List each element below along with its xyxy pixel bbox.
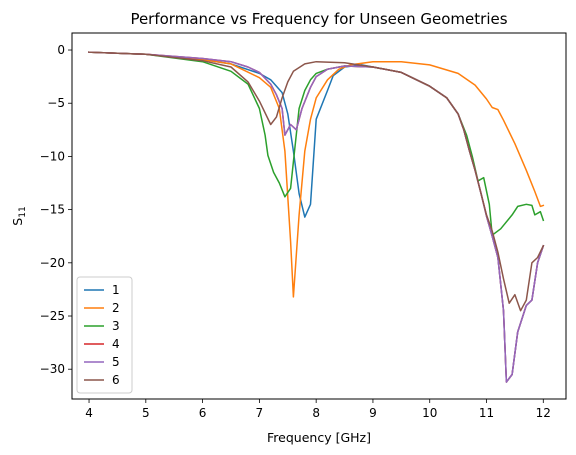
y-axis-title: S11 [10, 206, 28, 225]
legend-box [76, 276, 133, 394]
x-tick-label: 10 [422, 406, 437, 420]
x-tick-label: 12 [536, 406, 551, 420]
y-tick-label: −20 [40, 256, 65, 270]
legend-label-2: 2 [112, 301, 120, 315]
plot-frame [71, 32, 567, 400]
x-tick-label: 11 [479, 406, 494, 420]
y-tick-label: 0 [57, 43, 65, 57]
legend: 1 2 3 4 5 6 [76, 276, 133, 394]
x-tick-label: 8 [312, 406, 320, 420]
legend-label-6: 6 [112, 373, 120, 387]
x-axis-title: Frequency [GHz] [267, 430, 371, 445]
series-line-2 [88, 51, 545, 298]
x-tick-label: 7 [256, 406, 264, 420]
x-axis-ticks: 4 5 6 7 8 9 10 11 12 [85, 399, 551, 420]
plot-area [72, 33, 566, 399]
chart-title: Performance vs Frequency for Unseen Geom… [130, 10, 507, 28]
legend-label-4: 4 [112, 337, 120, 351]
x-tick-label: 4 [85, 406, 93, 420]
y-axis-title-subscript: 11 [18, 206, 28, 217]
legend-label-5: 5 [112, 355, 120, 369]
x-tick-label: 9 [369, 406, 377, 420]
y-axis-title-main: S [10, 218, 25, 226]
y-tick-label: −25 [40, 309, 65, 323]
series-line-6 [88, 51, 545, 312]
x-tick-label: 5 [142, 406, 150, 420]
y-tick-label: −15 [40, 203, 65, 217]
legend-label-1: 1 [112, 283, 120, 297]
y-tick-label: −5 [47, 96, 65, 110]
series-lines [88, 51, 545, 383]
x-tick-label: 6 [199, 406, 207, 420]
y-tick-label: −10 [40, 149, 65, 163]
legend-label-3: 3 [112, 319, 120, 333]
y-tick-label: −30 [40, 362, 65, 376]
y-axis-ticks: 0 −5 −10 −15 −20 −25 −30 [40, 43, 72, 376]
